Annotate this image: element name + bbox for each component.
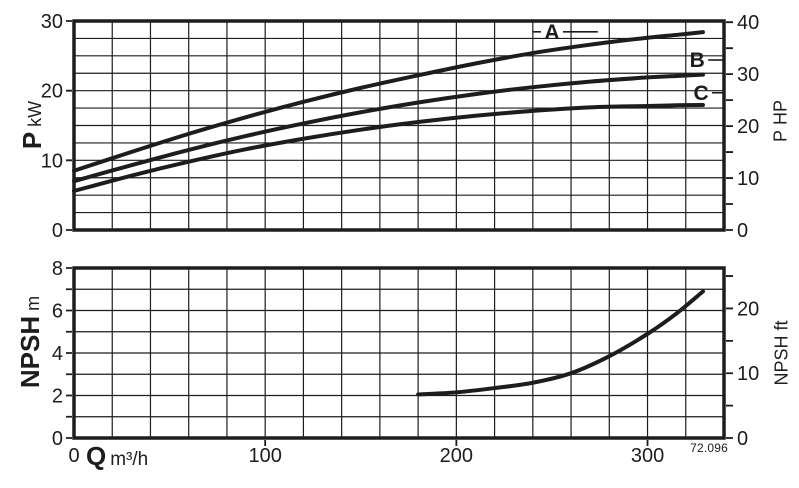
curve-label-C: C [693,82,708,105]
curve-B [72,72,705,184]
plot-frame [72,19,726,232]
curve-A [72,30,705,173]
power-hp-axis-symbol: P [770,130,791,143]
npsh-ft-axis-unit: ft [771,320,792,331]
curve-label-B: B [690,49,705,72]
y-right-tick-label: 20 [737,116,759,138]
x-tick-label: 300 [631,445,664,467]
plot-frame [72,266,726,440]
y-left-tick-label: 10 [41,150,63,172]
power-axis-unit: kW [25,100,45,127]
y-right-tick-label: 40 [737,12,759,34]
x-tick-label: 200 [440,445,473,467]
y-left-tick-label: 4 [52,343,63,365]
y-left-tick-label: 2 [52,386,63,408]
power-kw-axis-label: PkW [17,100,47,150]
figure-code: 72.096 [690,441,728,455]
y-right-tick-label: 30 [737,64,759,86]
curve-C [72,102,705,193]
power-chart: 0 10 20 30 0 10 20 30 40 A BC [41,11,760,242]
npsh-axis-symbol: NPSH [15,315,45,389]
y-left-tick-label: 8 [52,258,63,280]
npsh-axis-unit: m [23,295,43,311]
axis-ticks [66,20,733,231]
y-left-tick-label: 20 [41,81,63,103]
grid-lines [74,268,724,438]
x-tick-label: 100 [248,445,281,467]
y-left-tick-label: 0 [52,428,63,450]
power-axis-symbol: P [17,131,47,150]
npsh-ft-axis-label: NPSH ft [771,320,792,386]
y-right-tick-label: 20 [737,298,759,320]
x-tick-label: 0 [68,445,79,467]
power-hp-axis-unit: HP [770,99,791,125]
y-left-tick-label: 0 [52,220,63,242]
flow-axis-unit: m³/h [110,449,149,470]
y-right-tick-label: 0 [737,428,748,450]
y-left-tick-label: 30 [41,11,63,33]
flow-axis-symbol: Q [86,441,107,471]
y-right-tick-label: 0 [737,220,748,242]
curve-label-A: A [544,21,559,44]
curve-NPSH [416,289,705,397]
y-right-tick-label: 10 [737,168,759,190]
y-left-tick-label: 6 [52,301,63,323]
y-right-tick-label: 10 [737,363,759,385]
npsh-ft-axis-symbol: NPSH [771,335,792,386]
npsh-m-axis-label: NPSH m [15,295,45,389]
axis-ticks [66,267,733,446]
power-hp-axis-label: P HP [770,99,791,143]
